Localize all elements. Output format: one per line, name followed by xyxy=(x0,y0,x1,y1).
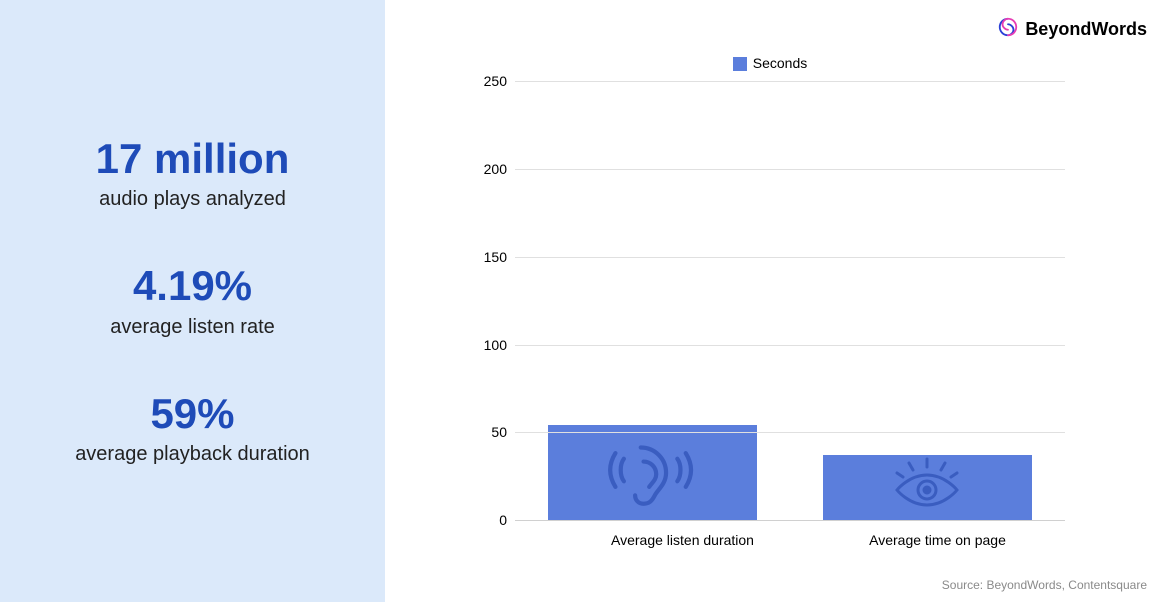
y-tick-label: 250 xyxy=(475,73,507,89)
eye-icon xyxy=(887,455,967,520)
logo-text: BeyondWords xyxy=(1025,19,1147,40)
right-chart-panel: BeyondWords Seconds xyxy=(385,0,1171,602)
left-stats-panel: 17 million audio plays analyzed 4.19% av… xyxy=(0,0,385,602)
chart-legend: Seconds xyxy=(475,55,1065,71)
x-label: Average listen duration xyxy=(570,532,794,548)
gridline xyxy=(515,257,1065,258)
y-tick-label: 0 xyxy=(475,512,507,528)
x-axis-labels: Average listen duration Average time on … xyxy=(555,532,1065,548)
gridline xyxy=(515,169,1065,170)
stat-block: 59% average playback duration xyxy=(75,391,310,466)
stat-block: 4.19% average listen rate xyxy=(110,263,275,338)
gridline xyxy=(515,81,1065,82)
brand-logo: BeyondWords xyxy=(997,16,1147,43)
gridline xyxy=(515,345,1065,346)
bar-wrap xyxy=(807,455,1049,520)
x-label: Average time on page xyxy=(825,532,1049,548)
stat-value: 4.19% xyxy=(110,263,275,309)
y-tick-label: 50 xyxy=(475,424,507,440)
legend-label: Seconds xyxy=(753,55,807,71)
stat-label: audio plays analyzed xyxy=(96,188,290,211)
gridline xyxy=(515,432,1065,433)
y-tick-label: 200 xyxy=(475,161,507,177)
ear-icon xyxy=(607,425,697,520)
legend-swatch xyxy=(733,57,747,71)
stat-label: average playback duration xyxy=(75,443,310,466)
stat-block: 17 million audio plays analyzed xyxy=(96,136,290,211)
stat-value: 59% xyxy=(75,391,310,437)
y-tick-label: 100 xyxy=(475,337,507,353)
stat-label: average listen rate xyxy=(110,316,275,339)
chart-bars xyxy=(515,81,1065,520)
source-attribution: Source: BeyondWords, Contentsquare xyxy=(942,578,1147,592)
bar-time-on-page xyxy=(823,455,1031,520)
bar-chart: Seconds xyxy=(475,55,1065,555)
logo-icon xyxy=(997,16,1019,43)
chart-plot-area: Average listen duration Average time on … xyxy=(515,81,1065,521)
bar-listen-duration xyxy=(548,425,756,520)
y-tick-label: 150 xyxy=(475,249,507,265)
stat-value: 17 million xyxy=(96,136,290,182)
bar-wrap xyxy=(532,425,774,520)
